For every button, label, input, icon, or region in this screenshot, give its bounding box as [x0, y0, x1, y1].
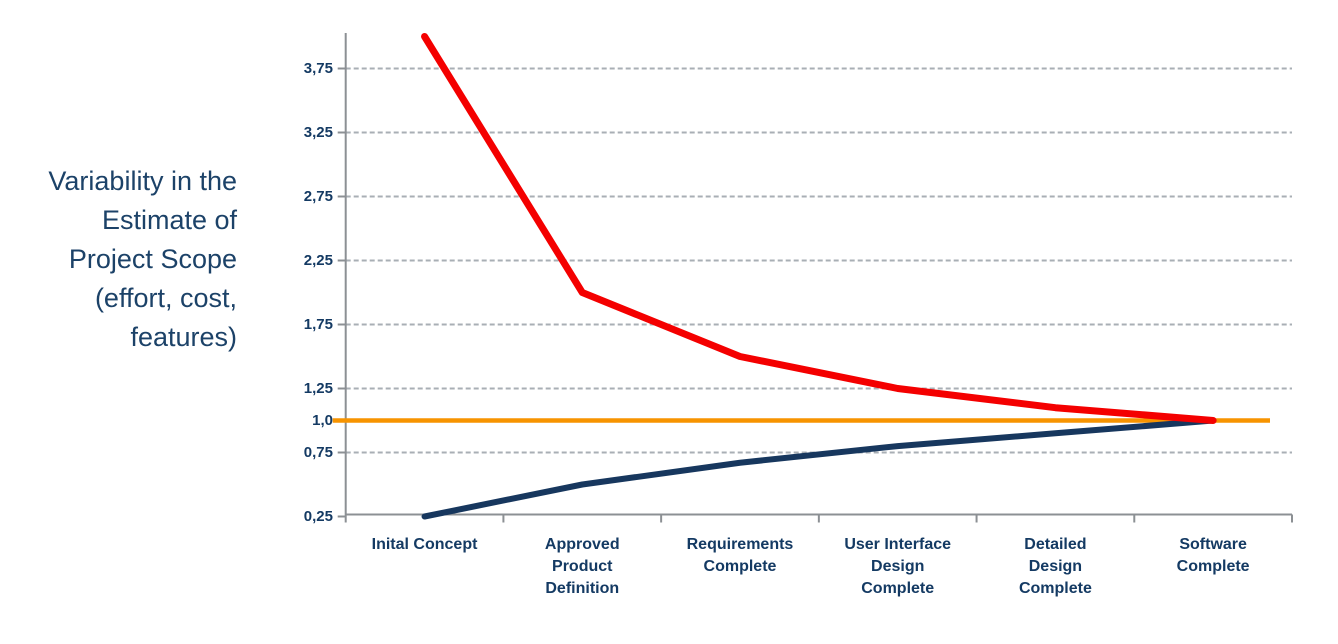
y-tick-label: 0,75: [303, 443, 333, 461]
y-tick-label: 2,25: [303, 251, 333, 269]
y-tick-label: 1,75: [303, 315, 333, 333]
y-tick-label: 1,25: [303, 379, 333, 397]
y-tick-label: 3,25: [303, 123, 333, 141]
series-upper-estimate-bound: [421, 33, 1217, 424]
y-tick-label: 1,0: [312, 411, 333, 429]
x-category-label: Detailed Design Complete: [1018, 536, 1092, 597]
x-category-label: Approved Product Definition: [544, 536, 620, 597]
y-tick-label: 0,25: [303, 507, 333, 525]
x-category-label: Inital Concept: [371, 536, 478, 553]
series-lower-estimate-bound: [421, 417, 1217, 520]
x-category-label: Software Complete: [1176, 536, 1250, 575]
x-category-label: Requirements Complete: [686, 536, 794, 575]
y-tick-label: 2,75: [303, 187, 333, 205]
y-axis-title: Variability in the Estimate of Project S…: [48, 166, 237, 352]
x-category-label: User Interface Design Complete: [844, 536, 952, 597]
y-tick-label: 3,75: [303, 59, 333, 77]
